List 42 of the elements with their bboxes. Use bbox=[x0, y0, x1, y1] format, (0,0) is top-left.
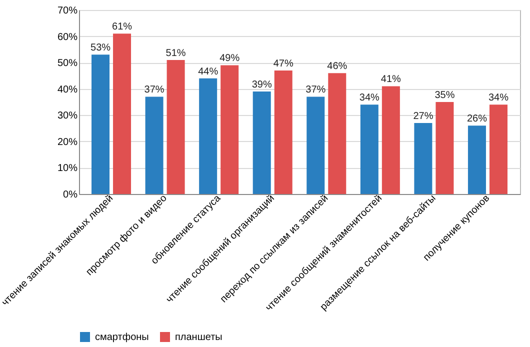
legend-label: смартфоны bbox=[95, 332, 149, 343]
bar bbox=[306, 96, 325, 194]
data-label: 44% bbox=[198, 66, 218, 78]
bar bbox=[274, 70, 292, 194]
bar bbox=[436, 102, 454, 194]
data-label: 41% bbox=[380, 74, 402, 86]
bar bbox=[468, 126, 486, 194]
y-tick-label: 30% bbox=[57, 110, 78, 122]
legend-label: планшеты bbox=[175, 332, 222, 343]
data-label: 34% bbox=[359, 92, 380, 104]
bar bbox=[92, 54, 110, 194]
data-label: 34% bbox=[488, 92, 509, 104]
data-label: 39% bbox=[252, 79, 272, 90]
data-label: 49% bbox=[220, 53, 240, 64]
y-tick-label: 20% bbox=[57, 136, 78, 148]
y-tick-label: 70% bbox=[57, 6, 78, 16]
bar bbox=[328, 73, 346, 194]
data-label: 51% bbox=[166, 48, 186, 59]
data-label: 47% bbox=[273, 58, 294, 70]
data-label: 26% bbox=[466, 114, 488, 125]
y-tick-label: 50% bbox=[57, 58, 78, 70]
bar bbox=[252, 91, 271, 194]
bar bbox=[199, 78, 218, 194]
data-label: 53% bbox=[90, 42, 111, 54]
bar bbox=[166, 60, 185, 194]
y-tick-label: 60% bbox=[57, 32, 78, 43]
bar bbox=[382, 86, 400, 194]
bar bbox=[113, 34, 132, 194]
bar bbox=[489, 104, 508, 194]
bar bbox=[220, 65, 239, 194]
y-tick-label: 10% bbox=[57, 163, 78, 174]
data-label: 35% bbox=[434, 90, 455, 101]
bar bbox=[145, 96, 164, 194]
bar bbox=[414, 123, 432, 194]
data-label: 37% bbox=[144, 84, 164, 96]
y-tick-label: 0% bbox=[63, 190, 78, 200]
y-tick-label: 40% bbox=[57, 84, 78, 96]
data-label: 61% bbox=[112, 22, 132, 33]
data-label: 46% bbox=[327, 61, 348, 72]
data-label: 37% bbox=[306, 84, 326, 96]
bar bbox=[360, 104, 378, 194]
data-label: 27% bbox=[413, 111, 434, 122]
